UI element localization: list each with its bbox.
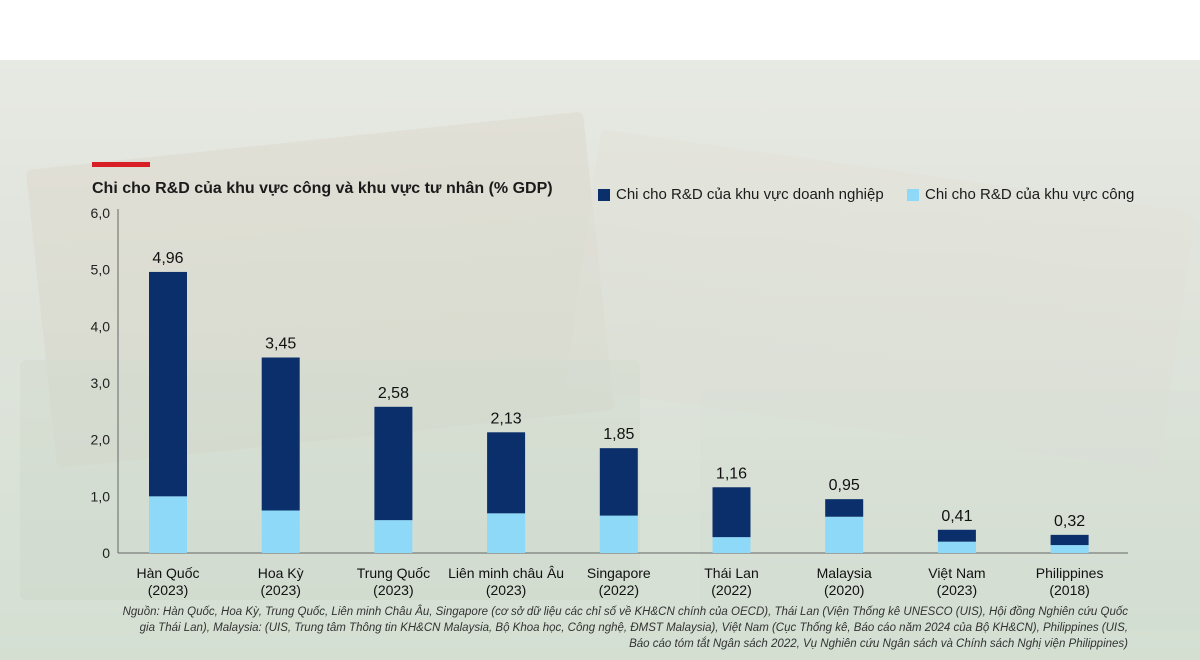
bar-business bbox=[712, 487, 751, 538]
bar-business bbox=[599, 448, 638, 516]
bar-total-label: 1,16 bbox=[716, 465, 747, 482]
legend-swatch-business bbox=[598, 188, 610, 201]
x-category-label: Hàn Quốc bbox=[136, 565, 199, 581]
bar-public bbox=[487, 513, 526, 553]
y-tick-label: 2,0 bbox=[91, 432, 111, 448]
bar-business bbox=[937, 529, 976, 542]
y-tick-label: 4,0 bbox=[91, 318, 111, 334]
bar-public bbox=[1050, 545, 1089, 553]
legend-label-public: Chi cho R&D của khu vực công bbox=[925, 186, 1135, 203]
x-category-label: Singapore bbox=[587, 565, 651, 581]
y-tick-label: 0 bbox=[102, 545, 110, 561]
bar-total-label: 0,41 bbox=[941, 508, 972, 525]
x-category-label: Thái Lan bbox=[704, 565, 758, 581]
legend-item-public: Chi cho R&D của khu vực công bbox=[907, 186, 1134, 203]
bar-business bbox=[487, 432, 526, 514]
bar-business bbox=[149, 271, 187, 497]
x-category-year: (2018) bbox=[1049, 582, 1089, 598]
bar-public bbox=[712, 537, 751, 553]
x-category-year: (2023) bbox=[937, 582, 977, 598]
x-category-year: (2023) bbox=[486, 582, 526, 598]
x-category-label: Việt Nam bbox=[928, 565, 985, 581]
bar-total-label: 3,45 bbox=[265, 336, 296, 353]
x-category-label: Philippines bbox=[1036, 565, 1104, 581]
bar-public bbox=[374, 520, 413, 553]
bar-business bbox=[1050, 534, 1089, 546]
bar-public bbox=[149, 496, 187, 553]
x-category-year: (2022) bbox=[599, 582, 639, 598]
x-category-year: (2023) bbox=[373, 582, 413, 598]
bar-public bbox=[937, 541, 976, 553]
legend-label-business: Chi cho R&D của khu vực doanh nghiệp bbox=[616, 186, 884, 203]
y-tick-label: 6,0 bbox=[91, 205, 111, 221]
bar-business bbox=[374, 406, 413, 521]
x-category-label: Trung Quốc bbox=[357, 565, 430, 581]
x-category-label: Liên minh châu Âu bbox=[448, 565, 564, 581]
bar-total-label: 0,32 bbox=[1054, 513, 1085, 530]
background-veil bbox=[0, 60, 1200, 660]
x-category-year: (2022) bbox=[711, 582, 751, 598]
bar-total-label: 1,85 bbox=[603, 426, 634, 443]
bar-business bbox=[825, 499, 864, 517]
bar-public bbox=[261, 510, 300, 553]
y-tick-label: 3,0 bbox=[91, 375, 111, 391]
y-tick-label: 5,0 bbox=[91, 262, 111, 278]
chart-title: Chi cho R&D của khu vực công và khu vực … bbox=[92, 180, 553, 197]
bar-total-label: 2,58 bbox=[378, 385, 409, 402]
x-category-year: (2020) bbox=[824, 582, 864, 598]
title-accent-bar bbox=[92, 162, 150, 167]
x-category-year: (2023) bbox=[148, 582, 188, 598]
bar-business bbox=[261, 357, 300, 511]
source-note: Nguồn: Hàn Quốc, Hoa Kỳ, Trung Quốc, Liê… bbox=[122, 606, 1128, 650]
x-category-label: Malaysia bbox=[817, 565, 872, 581]
bar-total-label: 4,96 bbox=[152, 250, 183, 267]
bar-total-label: 2,13 bbox=[491, 410, 522, 427]
legend-swatch-public bbox=[907, 188, 919, 201]
top-white-band bbox=[0, 0, 1200, 60]
x-category-label: Hoa Kỳ bbox=[258, 565, 304, 581]
background-photo bbox=[0, 60, 1200, 660]
legend-item-business: Chi cho R&D của khu vực doanh nghiệp bbox=[598, 186, 884, 203]
y-tick-label: 1,0 bbox=[91, 488, 111, 504]
bar-public bbox=[825, 516, 864, 553]
bar-public bbox=[599, 515, 638, 553]
bar-total-label: 0,95 bbox=[829, 477, 860, 494]
x-category-year: (2023) bbox=[260, 582, 300, 598]
